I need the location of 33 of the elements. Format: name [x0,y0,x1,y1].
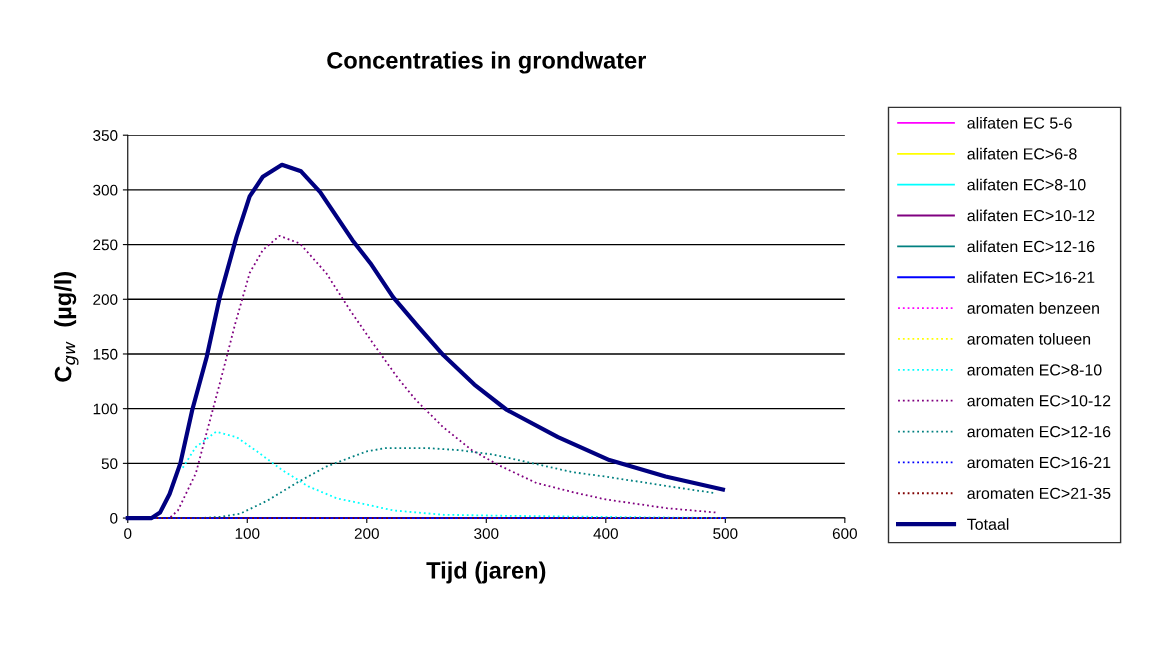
y-tick-label: 300 [93,184,118,196]
y-tick-label: 250 [93,239,118,251]
x-tick-label: 200 [354,528,379,539]
y-tick-label: 200 [93,294,118,305]
x-tick-label: 300 [474,528,499,539]
y-axis-title: C$_{gw}$ (µg/l) [54,271,79,382]
legend-label: alifaten EC>8-10 [967,178,1086,191]
y-tick-label: 50 [101,458,118,470]
legend-label: aromaten EC>8-10 [967,364,1102,376]
y-tick-label: 100 [93,403,118,415]
legend-label: aromaten tolueen [967,332,1091,345]
legend-label: alifaten EC>16-21 [967,271,1095,283]
legend-label: alifaten EC>6-8 [967,147,1077,160]
x-tick-label: 100 [235,528,260,539]
x-tick-label: 0 [124,528,132,539]
legend-label: alifaten EC 5-6 [967,116,1072,129]
y-tick-label: 0 [110,512,118,524]
legend-label: alifaten EC>12-16 [967,240,1095,253]
legend-label: Totaal [967,518,1009,530]
x-axis-title: Tijd (jaren) [426,561,546,584]
line-series [125,162,726,521]
legend-label: aromaten EC>16-21 [967,456,1111,469]
legend-label: aromaten EC>10-12 [967,395,1111,407]
chart-title: Concentraties in grondwater [327,51,647,74]
x-tick-label: 600 [832,528,857,539]
legend-label: aromaten EC>21-35 [967,487,1111,500]
y-tick-label: 350 [93,130,118,141]
legend-label: aromaten EC>12-16 [967,425,1111,438]
x-tick-label: 500 [713,528,738,539]
legend-label: alifaten EC>10-12 [967,209,1095,222]
legend-label: aromaten benzeen [967,302,1099,314]
y-tick-label: 150 [93,348,118,360]
x-tick-label: 400 [593,528,618,539]
